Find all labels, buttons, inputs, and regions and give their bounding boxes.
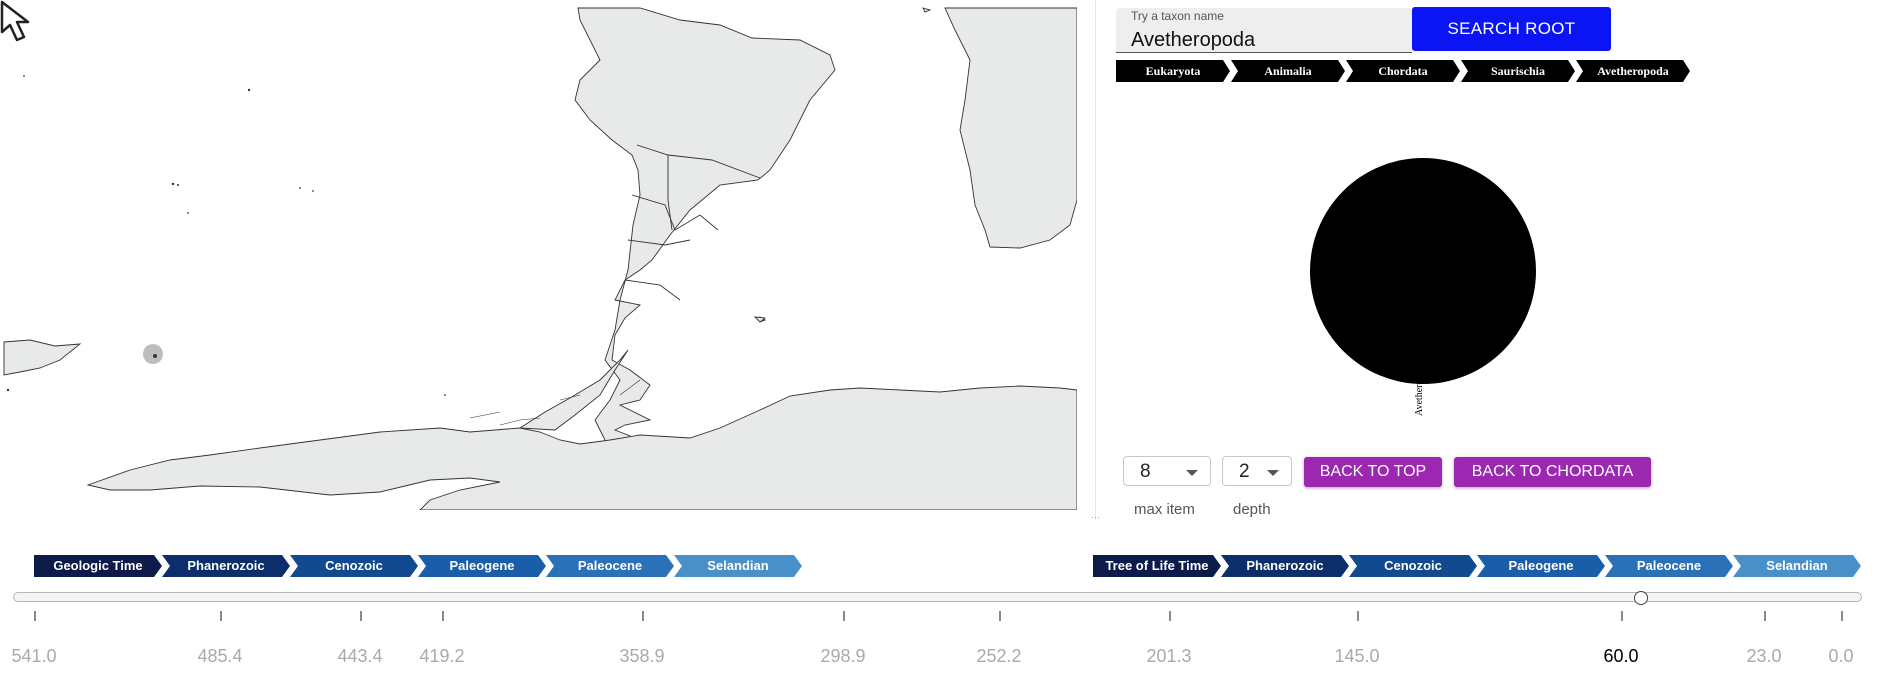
breadcrumb-item-label: Chordata — [1378, 64, 1428, 78]
time-tick-mark — [999, 611, 1001, 621]
time-tick-mark — [1764, 611, 1766, 621]
breadcrumb-item-label: Saurischia — [1490, 64, 1545, 78]
tree-of-life-time-item[interactable]: Cenozoic — [1349, 555, 1477, 577]
time-tick-mark — [220, 611, 222, 621]
breadcrumb-item[interactable]: Saurischia — [1461, 60, 1575, 82]
time-tick-mark — [442, 611, 444, 621]
tree-of-life-time-item[interactable]: Selandian — [1733, 555, 1861, 577]
back-to-top-button[interactable]: BACK TO TOP — [1304, 457, 1442, 487]
world-map[interactable] — [0, 0, 1077, 510]
depth-value: 2 — [1239, 461, 1250, 482]
search-root-button[interactable]: SEARCH ROOT — [1412, 7, 1611, 51]
time-tick-mark — [360, 611, 362, 621]
breadcrumb-item[interactable]: Eukaryota — [1116, 60, 1230, 82]
geologic-time-item[interactable]: Phanerozoic — [162, 555, 290, 577]
depth-select[interactable]: 2 — [1222, 456, 1292, 486]
tree-node-circle[interactable] — [1310, 158, 1536, 384]
time-tick-mark — [642, 611, 644, 621]
breadcrumb-item[interactable]: Chordata — [1346, 60, 1460, 82]
breadcrumb-item-label: Animalia — [1264, 64, 1312, 78]
tree-of-life-time-item[interactable]: Tree of Life Time — [1093, 555, 1221, 577]
new-zealand-fragment — [3, 339, 82, 376]
chevron-down-icon — [1267, 470, 1279, 476]
taxon-search-label: Try a taxon name — [1131, 9, 1224, 23]
time-tick-label[interactable]: 252.2 — [976, 646, 1022, 666]
time-tick-label[interactable]: 485.4 — [197, 646, 243, 666]
time-tick-mark — [843, 611, 845, 621]
max-item-value: 8 — [1140, 461, 1151, 482]
depth-label: depth — [1233, 501, 1271, 518]
divider-grip-icon[interactable]: ⋯ — [1091, 512, 1100, 522]
breadcrumb-item-label: Eukaryota — [1145, 64, 1201, 78]
max-item-select[interactable]: 8 — [1123, 456, 1211, 486]
time-tick-label[interactable]: 145.0 — [1334, 646, 1380, 666]
breadcrumb-item-label: Avetheropoda — [1597, 64, 1669, 78]
taxonomy-breadcrumb: Eukaryota Animalia Chordata Saurischia A… — [1116, 60, 1690, 82]
geologic-time-item[interactable]: Paleocene — [546, 555, 674, 577]
time-tick-label[interactable]: 298.9 — [820, 646, 866, 666]
time-tick-mark — [1621, 611, 1623, 621]
panel-divider[interactable] — [1095, 0, 1096, 520]
tree-of-life-time-item[interactable]: Paleocene — [1605, 555, 1733, 577]
geologic-time-item[interactable]: Selandian — [674, 555, 802, 577]
breadcrumb-item[interactable]: Animalia — [1231, 60, 1345, 82]
map-svg — [3, 7, 1077, 510]
time-slider-track[interactable] — [13, 592, 1862, 602]
geologic-time-breadcrumb: Geologic Time Phanerozoic Cenozoic Paleo… — [34, 555, 802, 577]
max-item-label: max item — [1134, 501, 1195, 518]
geologic-time-item[interactable]: Paleogene — [418, 555, 546, 577]
taxon-search-field[interactable]: Try a taxon name — [1116, 8, 1412, 53]
tree-node-label: Avetheropoda — [1414, 360, 1425, 416]
time-tick-label[interactable]: 23.0 — [1746, 646, 1782, 666]
geologic-time-item[interactable]: Cenozoic — [290, 555, 418, 577]
back-to-chordata-button[interactable]: BACK TO CHORDATA — [1454, 457, 1651, 487]
time-tick-label[interactable]: 60.0 — [1603, 646, 1639, 666]
time-tick-label[interactable]: 419.2 — [419, 646, 465, 666]
antarctica-landmass — [86, 385, 1077, 510]
time-tick-mark — [1169, 611, 1171, 621]
time-tick-mark — [1357, 611, 1359, 621]
tree-of-life-time-item[interactable]: Phanerozoic — [1221, 555, 1349, 577]
time-tick-mark — [34, 611, 36, 621]
south-america-landmass — [574, 7, 836, 456]
map-hover-marker — [143, 344, 163, 364]
time-tick-label[interactable]: 443.4 — [337, 646, 383, 666]
taxon-search-input[interactable] — [1131, 29, 1401, 52]
tree-of-life-time-item[interactable]: Paleogene — [1477, 555, 1605, 577]
geologic-time-item[interactable]: Geologic Time — [34, 555, 162, 577]
chevron-down-icon — [1186, 470, 1198, 476]
tree-of-life-time-breadcrumb: Tree of Life Time Phanerozoic Cenozoic P… — [1093, 555, 1861, 577]
time-tick-label[interactable]: 0.0 — [1828, 646, 1854, 666]
breadcrumb-item[interactable]: Avetheropoda — [1576, 60, 1690, 82]
time-tick-mark — [1841, 611, 1843, 621]
time-slider-thumb[interactable] — [1634, 591, 1648, 605]
time-tick-label[interactable]: 541.0 — [11, 646, 57, 666]
mouse-pointer-icon — [0, 0, 30, 42]
time-tick-label[interactable]: 358.9 — [619, 646, 665, 666]
time-tick-label[interactable]: 201.3 — [1146, 646, 1192, 666]
africa-landmass — [944, 7, 1077, 249]
